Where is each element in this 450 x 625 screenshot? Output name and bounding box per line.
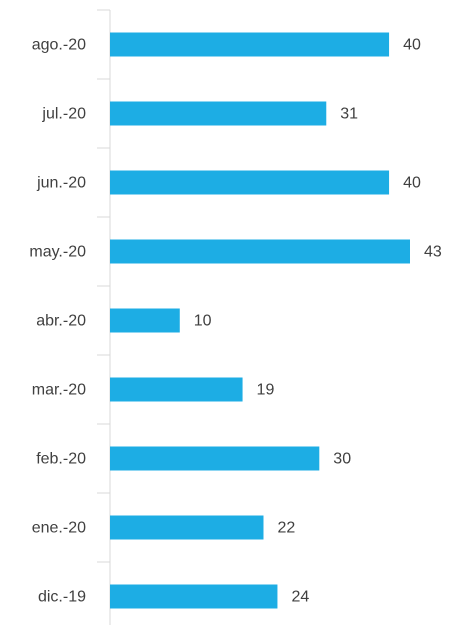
y-tick-label: mar.-20 <box>32 382 86 399</box>
bar <box>110 377 243 402</box>
bar <box>110 170 390 195</box>
value-label: 24 <box>291 589 309 606</box>
y-tick-label: dic.-19 <box>38 589 86 606</box>
bar <box>110 239 410 264</box>
value-label: 10 <box>194 313 212 330</box>
bar <box>110 584 278 609</box>
bar <box>110 308 180 333</box>
bar <box>110 515 264 540</box>
value-label: 40 <box>403 175 421 192</box>
y-tick-label: may.-20 <box>29 244 86 261</box>
bar <box>110 32 390 57</box>
y-tick-label: ene.-20 <box>32 520 86 537</box>
y-tick-label: abr.-20 <box>36 313 86 330</box>
value-label: 40 <box>403 37 421 54</box>
bar <box>110 446 320 471</box>
y-tick-label: jul.-20 <box>41 106 86 123</box>
bar <box>110 101 327 126</box>
y-tick-label: jun.-20 <box>36 175 86 192</box>
value-label: 19 <box>257 382 275 399</box>
y-tick-label: ago.-20 <box>32 37 86 54</box>
y-tick-label: feb.-20 <box>36 451 86 468</box>
value-label: 30 <box>333 451 351 468</box>
value-label: 43 <box>424 244 442 261</box>
value-label: 22 <box>277 520 295 537</box>
value-label: 31 <box>340 106 358 123</box>
